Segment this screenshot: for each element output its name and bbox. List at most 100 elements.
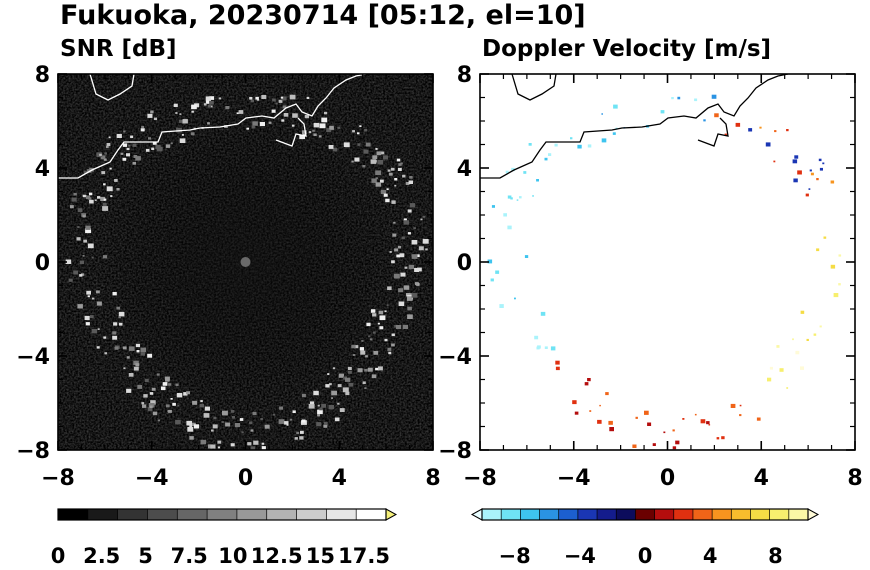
snr-echo-cell [302,130,307,135]
doppler-echo-cell [514,297,516,300]
y-tick-label: −4 [16,345,50,370]
doppler-echo-cell [694,98,698,102]
snr-echo-cell [157,419,160,422]
snr-echo-cell [337,402,340,405]
snr-echo-cell [126,356,130,359]
snr-echo-cell [103,183,106,186]
snr-echo-cell [177,404,180,407]
snr-echo-cell [178,119,183,123]
colorbar-frame [481,508,809,521]
snr-echo-cell [136,350,140,353]
snr-echo-cell [81,213,86,217]
snr-echo-cell [118,311,125,317]
colorbar-segment [673,509,694,520]
snr-echo-cell [73,192,77,196]
doppler-echo-cell [792,338,794,341]
colorbar-tick-label: 17.5 [338,544,390,568]
snr-echo-cell [416,254,420,257]
snr-echo-cell [396,254,400,258]
snr-echo-cell [398,301,405,306]
snr-echo-cell [384,338,388,342]
snr-echo-cell [81,273,85,276]
snr-echo-cell [271,109,276,113]
doppler-echo-cell [823,236,827,239]
snr-echo-cell [370,338,373,341]
doppler-echo-cell [554,143,558,147]
x-tick-label: 8 [847,466,862,491]
snr-echo-cell [210,105,213,108]
snr-echo-cell [135,156,141,161]
colorbar-segment [356,509,387,520]
doppler-echo-cell [599,404,601,407]
snr-echo-cell [339,408,345,412]
snr-echo-cell [342,387,349,393]
snr-echo-cell [418,246,424,251]
snr-echo-cell [144,378,149,383]
doppler-echo-cell [635,416,638,419]
snr-echo-cell [299,436,304,440]
doppler-echo-cell [608,420,613,425]
snr-echo-cell [401,236,405,240]
snr-echo-cell [91,256,94,259]
snr-echo-cell [191,110,194,113]
y-tick-label: 0 [457,251,472,276]
snr-echo-cell [103,158,107,161]
snr-echo-cell [422,215,426,218]
snr-echo-cell [337,126,341,129]
snr-echo-cell [150,400,156,405]
snr-echo-cell [133,366,139,371]
snr-echo-cell [133,155,138,158]
snr-echo-cell [413,227,416,230]
snr-echo-cell [148,403,155,408]
snr-echo-cell [294,437,298,440]
colorbar-tick-label: 15 [306,544,335,568]
snr-plot-area [58,74,433,450]
snr-echo-cell [325,384,330,388]
colorbar-segment [482,509,502,520]
doppler-echo-cell [833,293,839,298]
doppler-echo-cell [765,142,771,147]
snr-echo-cell [280,96,284,99]
snr-echo-cell [337,384,342,388]
doppler-echo-cell [490,278,494,282]
snr-echo-cell [252,411,257,416]
snr-echo-cell [391,200,396,204]
snr-echo-cell [417,267,422,272]
snr-echo-cell [170,142,173,145]
snr-echo-cell [97,328,100,330]
snr-echo-cell [406,296,413,301]
doppler-echo-cell [816,248,820,252]
snr-echo-cell [207,104,211,108]
snr-echo-cell [140,347,147,353]
doppler-echo-cell [507,225,512,230]
snr-echo-cell [83,239,87,243]
snr-echo-cell [329,383,332,386]
y-tick-label: 8 [35,63,50,88]
snr-echo-cell [352,354,356,356]
doppler-echo-cell [700,419,706,424]
snr-echo-cell [332,367,336,370]
snr-echo-cell [352,130,355,133]
colorbar-segment [501,509,521,520]
doppler-echo-cell [716,437,720,440]
doppler-echo-cell [819,167,823,171]
colorbar-segment [769,509,790,520]
snr-echo-cell [182,119,188,124]
colorbar-segment [326,509,357,520]
doppler-echo-cell [830,264,836,269]
snr-echo-cell [94,199,97,201]
snr-echo-cell [106,186,113,192]
snr-echo-cell [400,272,406,277]
snr-echo-cell [372,331,376,334]
y-tick-label: 4 [457,157,472,182]
y-tick-label: −8 [16,439,50,464]
snr-echo-cell [253,440,259,445]
snr-echo-cell [246,127,249,130]
snr-echo-cell [388,172,393,176]
colorbar-segment [266,509,297,520]
colorbar-segment [750,509,771,520]
snr-echo-cell [317,404,320,407]
doppler-echo-cell [773,160,776,163]
snr-echo-cell [132,143,137,147]
snr-echo-cell [397,245,402,249]
